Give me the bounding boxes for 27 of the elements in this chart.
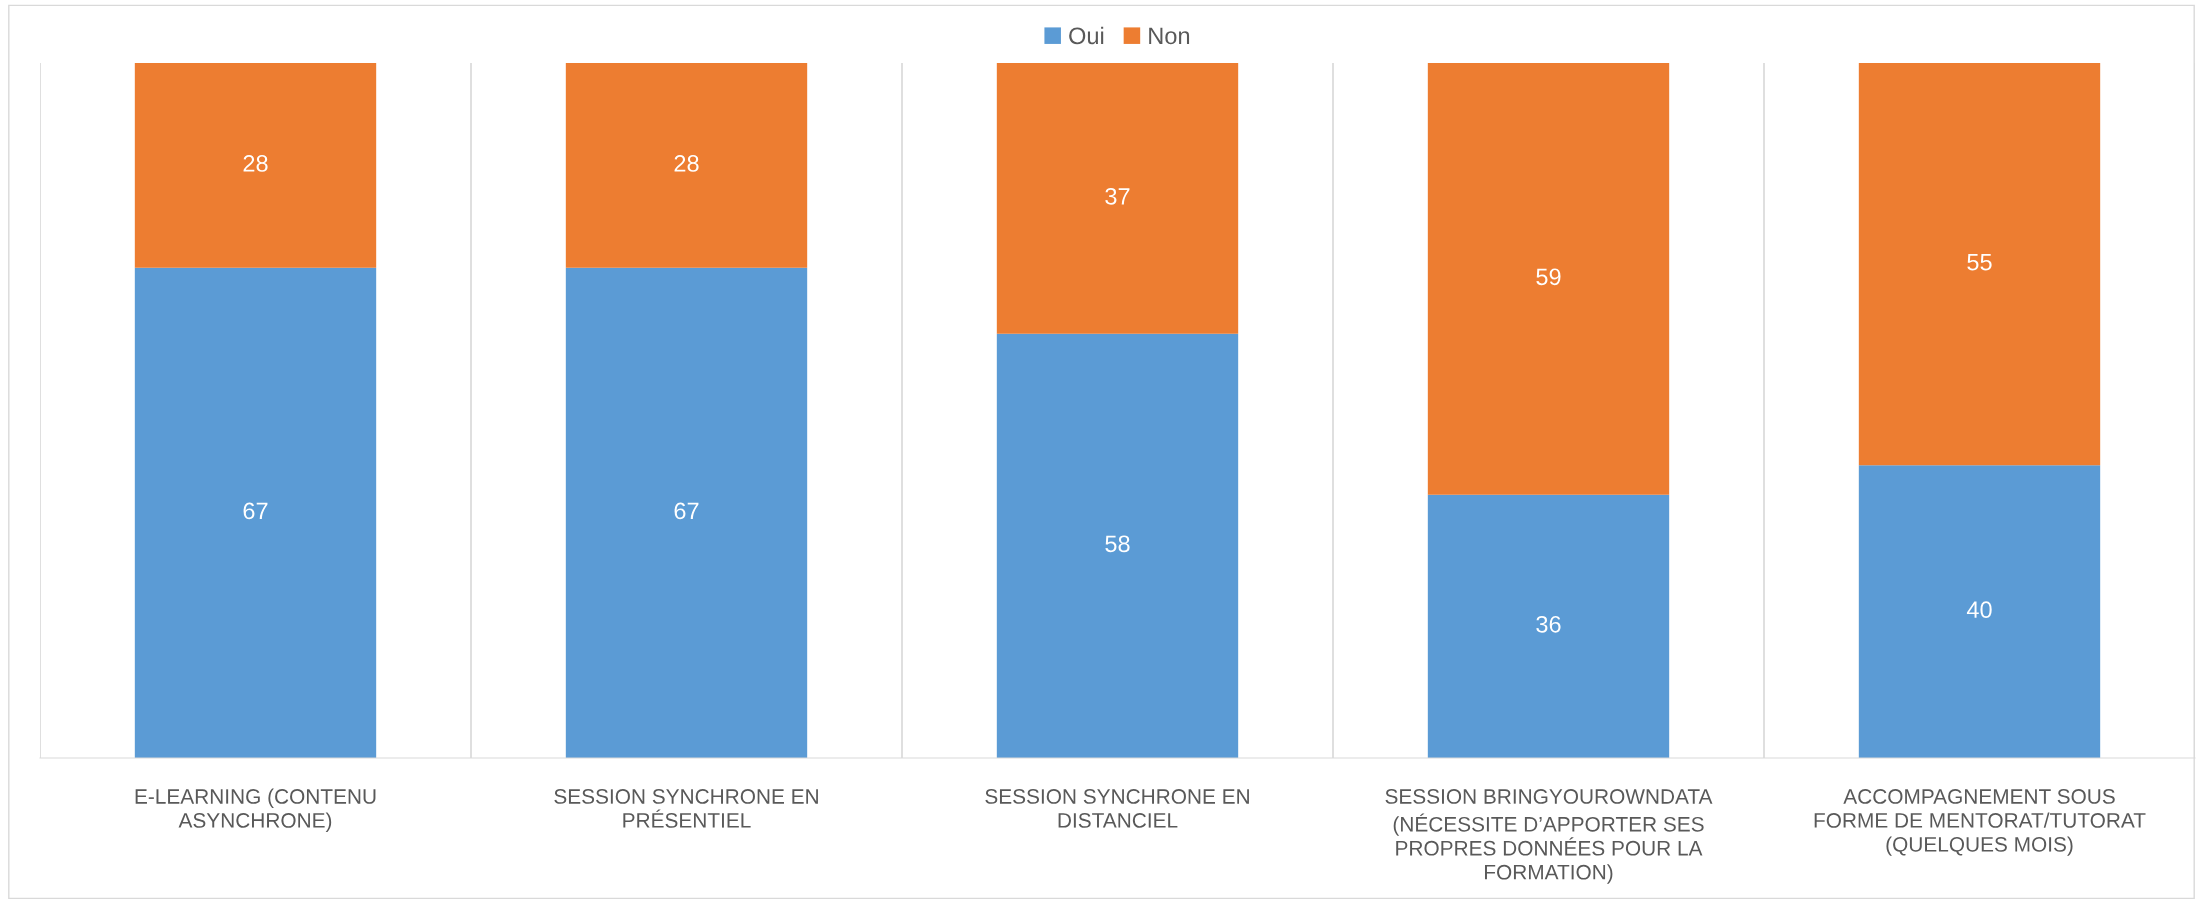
x-tick-label: SESSION SYNCHRONE EN PRÉSENTIEL xyxy=(554,789,818,828)
bar xyxy=(1427,63,1670,495)
bar xyxy=(134,63,377,268)
data-label: 28 xyxy=(674,155,699,172)
data-label: 36 xyxy=(1536,615,1561,633)
bar xyxy=(134,267,377,758)
data-label: 37 xyxy=(1105,187,1130,205)
data-label: 67 xyxy=(243,502,268,520)
data-label: 55 xyxy=(1967,254,1992,271)
data-label: 28 xyxy=(243,155,268,172)
bar xyxy=(1858,465,2101,758)
x-tick-label: SESSION SYNCHRONE EN DISTANCIEL xyxy=(985,789,1249,828)
bar xyxy=(996,333,1239,758)
data-label: 40 xyxy=(1966,601,1992,619)
bar xyxy=(565,267,808,758)
x-tick-label: SESSION BRINGYOUROWNDATA (NÉCESSITE D’APPORTER SES PROPRES DONNÉES POUR LA FORMATION) xyxy=(1385,789,1713,884)
data-label: 58 xyxy=(1105,535,1130,553)
legend-label: Oui xyxy=(1069,26,1104,45)
bar xyxy=(996,63,1239,334)
x-tick-label: ACCOMPAGNEMENT SOUS FORME DE MENTORAT/TUTORAT (QUELQUES MOIS) xyxy=(1814,789,2146,856)
bar xyxy=(565,63,808,268)
bar xyxy=(1858,63,2101,466)
x-tick-label: E-LEARNING (CONTENU ASYNCHRONE) xyxy=(135,788,376,832)
bar xyxy=(1427,494,1670,758)
legend-label: Non xyxy=(1149,27,1190,45)
data-label: 67 xyxy=(674,502,699,520)
data-label: 59 xyxy=(1536,268,1561,286)
